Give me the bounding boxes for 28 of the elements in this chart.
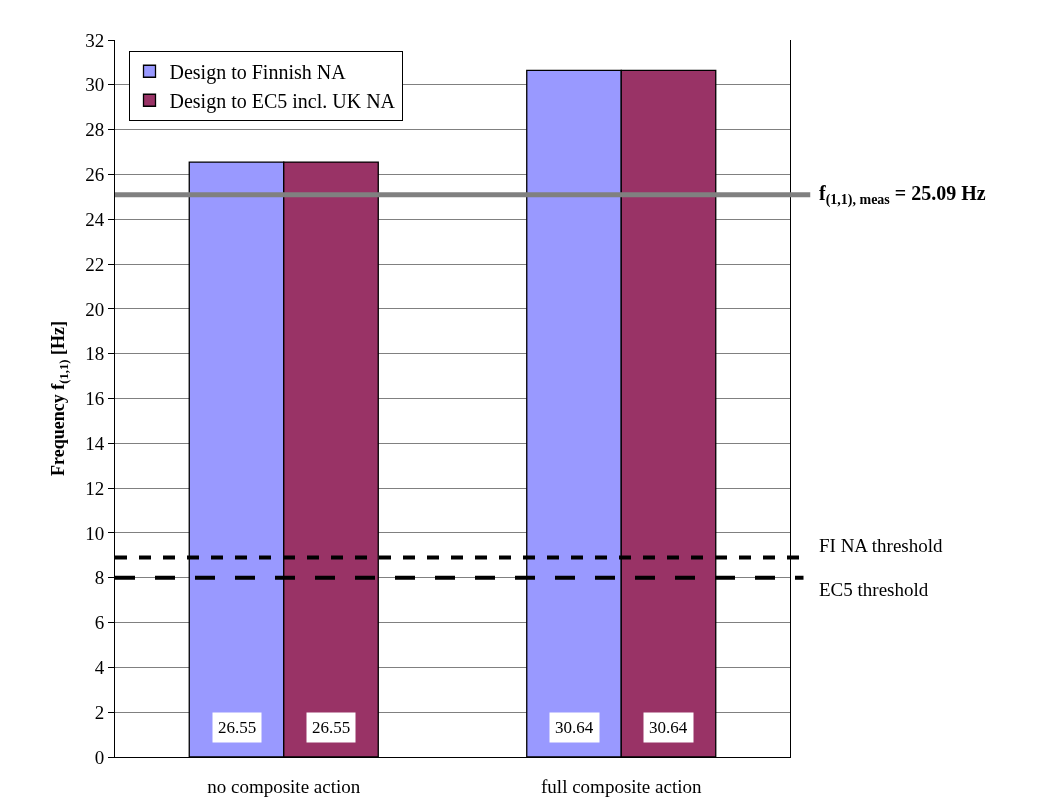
y-tick-label: 18 [85,343,105,365]
y-tick-label: 16 [85,388,105,410]
data-label: 26.55 [218,718,257,737]
y-tick-label: 28 [85,119,105,141]
y-tick-label: 0 [94,746,105,768]
y-tick-label: 22 [85,253,105,275]
y-tick-label: 8 [94,567,105,589]
ref-line-label: f$_{(1,1), meas}$ = 25.09 Hz [819,182,986,209]
y-tick-label: 4 [94,657,105,679]
y-tick-label: 20 [85,298,105,320]
legend-label: Design to Finnish NA [169,61,347,85]
y-tick-label: 24 [85,208,105,230]
ref-line-label: EC5 threshold [819,579,929,600]
y-tick-label: 26 [85,164,105,186]
y-tick-label: 30 [85,74,105,96]
data-label: 30.64 [555,718,594,737]
y-tick-label: 12 [85,477,105,499]
legend-label: Design to EC5 incl. UK NA [169,90,396,114]
ref-line-label: FI NA threshold [819,535,943,556]
x-tick-label: full composite action [541,775,702,797]
y-tick-label: 14 [85,432,105,454]
y-tick-label: 2 [94,701,105,723]
y-tick-label: 32 [85,29,105,51]
y-tick-label: 10 [85,522,105,544]
data-label: 30.64 [649,718,688,737]
x-tick-label: no composite action [207,775,361,797]
y-tick-label: 6 [94,612,105,634]
data-label: 26.55 [312,718,351,737]
